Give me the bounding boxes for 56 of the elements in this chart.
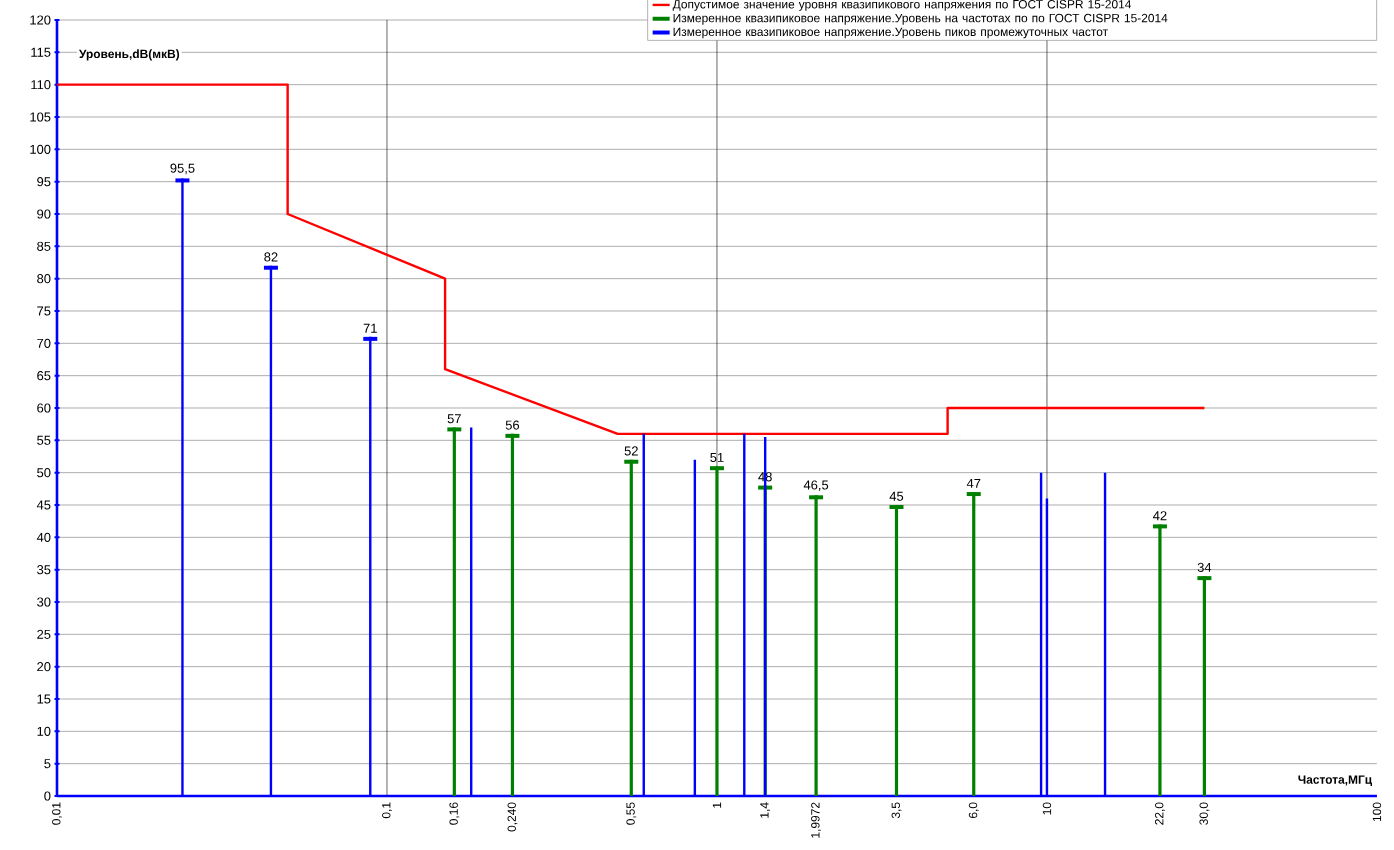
x-tick-label: 0,55 — [626, 802, 637, 825]
data-label: 82 — [264, 252, 278, 262]
x-tick-label: 1,4 — [760, 802, 771, 818]
y-tick-label: 30 — [37, 597, 51, 607]
x-tick-label: 1,9972 — [811, 802, 822, 838]
y-tick-label: 55 — [37, 435, 51, 445]
y-tick-label: 80 — [37, 274, 51, 284]
legend-label: Измеренное квазипиковое напряжение.Уровень пиков промежуточных частот — [673, 27, 1108, 39]
y-tick-label: 20 — [37, 662, 51, 672]
data-label: 56 — [505, 420, 520, 430]
x-tick-label: 0,240 — [507, 802, 518, 832]
x-tick-label: 0,16 — [449, 802, 460, 825]
x-tick-label: 6,0 — [968, 802, 979, 819]
y-tick-label: 5 — [44, 759, 51, 769]
y-tick-label: 65 — [37, 371, 51, 381]
data-label: 95,5 — [170, 163, 195, 175]
data-label: 47 — [966, 478, 981, 488]
x-tick-label: 0,1 — [382, 802, 392, 819]
y-tick-label: 90 — [37, 209, 51, 219]
data-label: 34 — [1197, 562, 1212, 572]
legend-label: Допустимое значение уровня квазипикового напряжения по ГОСТ CISPR 15-2014 — [672, 0, 1132, 11]
x-tick-label: 22,0 — [1155, 802, 1165, 825]
y-tick-label: 95 — [37, 177, 51, 187]
y-tick-label: 110 — [31, 80, 51, 90]
data-label: 71 — [363, 323, 377, 333]
y-tick-label: 85 — [37, 241, 51, 251]
y-tick-label: 0 — [44, 791, 51, 801]
y-tick-label: 15 — [37, 694, 51, 704]
x-axis-title: Частота,МГц — [1298, 775, 1372, 787]
x-tick-label: 10 — [1042, 802, 1052, 815]
x-tick-label: 100 — [1372, 802, 1382, 822]
y-axis-title: Уровень,dB(мкВ) — [78, 49, 180, 61]
data-label: 46,5 — [803, 480, 829, 492]
data-label: 51 — [710, 452, 724, 462]
y-tick-label: 25 — [37, 629, 51, 639]
x-tick-label: 3,5 — [891, 802, 902, 819]
data-label: 42 — [1153, 511, 1167, 521]
y-tick-label: 115 — [31, 47, 51, 57]
y-tick-label: 100 — [30, 144, 51, 154]
y-tick-label: 70 — [37, 338, 51, 348]
data-label: 57 — [447, 414, 461, 424]
legend-label: Измеренное квазипиковое напряжение.Уровень на частотах по по ГОСТ CISPR 15-2014 — [673, 13, 1168, 25]
y-tick-label: 75 — [37, 306, 51, 316]
y-tick-label: 10 — [37, 726, 51, 736]
x-tick-label: 0,01 — [52, 802, 62, 825]
y-tick-label: 35 — [37, 565, 51, 575]
data-label: 45 — [889, 491, 904, 501]
x-tick-label: 30,0 — [1199, 802, 1210, 825]
y-tick-label: 120 — [30, 15, 51, 25]
data-label: 52 — [624, 446, 638, 456]
y-tick-label: 50 — [37, 468, 51, 478]
y-tick-label: 45 — [36, 500, 51, 510]
y-tick-label: 40 — [36, 532, 51, 542]
y-tick-label: 60 — [37, 403, 51, 413]
y-tick-label: 105 — [30, 112, 51, 122]
x-tick-label: 1 — [712, 802, 722, 808]
